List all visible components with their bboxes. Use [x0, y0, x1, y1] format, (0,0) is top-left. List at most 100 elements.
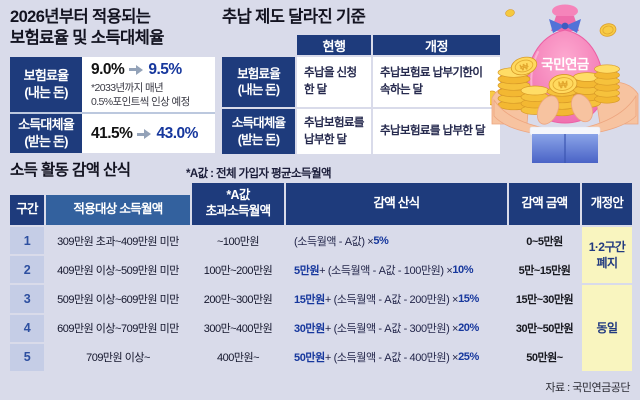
formula-body: + (소득월액 - A값 - 300만원) ×: [324, 323, 459, 336]
formula-rate: 5%: [373, 234, 389, 247]
replacement-rate-label: 소득대체율 (받는 돈): [10, 114, 82, 153]
formula-rate: 20%: [458, 322, 479, 335]
replacement-rate-after: 43.0%: [156, 125, 198, 142]
formula-rate: 10%: [452, 263, 474, 276]
premium-rate-note: *2033년까지 매년 0.5%포인트씩 인상 예정: [91, 82, 215, 109]
header-income: 적용대상 소득월액: [46, 195, 190, 225]
chunap-header-current: 현행: [297, 35, 371, 55]
header-revision: 개정안: [582, 183, 632, 225]
excess-amount: 100만~200만원: [203, 264, 273, 277]
reduction-panel-title: 소득 활동 감액 산식: [10, 162, 131, 179]
reduction-table-body: 1 309만원 초과~409만원 미만 ~100만원 (소득월액 - A값) ×…: [10, 227, 632, 371]
premium-rate-note-line1: *2033년까지 매년: [91, 81, 164, 94]
excess-amount: ~100만원: [216, 235, 260, 248]
income-range: 709만원 이상~: [86, 352, 150, 365]
excess-amount: 200만~300만원: [203, 293, 273, 306]
revision-note-bands-1-2: 1·2구간 폐지: [582, 227, 632, 284]
svg-text:₩: ₩: [519, 61, 530, 73]
ribbon-bow: [549, 19, 581, 33]
coin-icon: [599, 23, 617, 37]
sleeve: [529, 126, 601, 163]
premium-rate-change: 9.0% 9.5%: [91, 61, 215, 79]
premium-rate-label: 보험료율 (내는 돈): [10, 57, 82, 112]
header-excess-line2: 초과소득월액: [205, 204, 272, 218]
income-range: 509만원 이상~609만원 미만: [57, 293, 179, 306]
revision-note-bands-3-5: 동일: [582, 285, 632, 371]
chunap-row1-revised: 추납보험료 납부기한이 속하는 달: [373, 57, 500, 107]
excess-amount: 400만원~: [216, 352, 260, 365]
formula-lead: 5만원: [294, 264, 320, 277]
reduction-formula: (소득월액 - A값) × 5%: [286, 227, 507, 254]
chunap-corner-cell: [222, 35, 295, 55]
rates-panel-title: 2026년부터 적용되는 보험료율 및 소득대체율: [10, 7, 164, 49]
premium-rate-values: 9.0% 9.5% *2033년까지 매년 0.5%포인트씩 인상 예정: [82, 57, 215, 112]
won-coin-icon: ₩: [548, 74, 578, 94]
band-number: 1: [10, 227, 44, 255]
rates-row-premium: 보험료율 (내는 돈) 9.0% 9.5% *2033년까지 매년 0.5%포인…: [10, 57, 215, 112]
rates-table: 보험료율 (내는 돈) 9.0% 9.5% *2033년까지 매년 0.5%포인…: [10, 57, 215, 153]
reduction-table: 구간 적용대상 소득월액 *A값 초과소득월액 감액 산식 감액 금액 개정안 …: [10, 183, 632, 373]
a-value-note: *A값 : 전체 가입자 평균소득월액: [186, 168, 332, 180]
chunap-row1-current: 추납을 신청한 달: [297, 57, 371, 107]
formula-rate: 25%: [458, 351, 479, 364]
source-credit: 자료 : 국민연금공단: [545, 382, 630, 394]
rates-title-line1: 2026년부터 적용되는: [10, 8, 151, 26]
formula-lead: 50만원: [294, 352, 325, 365]
formula-body: + (소득월액 - A값 - 200만원) ×: [324, 293, 459, 306]
chunap-row1-label: 보험료율 (내는 돈): [222, 57, 295, 107]
replacement-rate-label-main: 소득대체율: [18, 117, 75, 133]
formula-lead: 30만원: [294, 323, 325, 336]
income-range: 609만원 이상~709만원 미만: [57, 323, 179, 336]
header-amount: 감액 금액: [509, 183, 580, 225]
formula-body: + (소득월액 - A값 - 400만원) ×: [324, 352, 459, 365]
reduction-amount: 30만~50만원: [515, 323, 574, 336]
chunap-row1-label-sub: (내는 돈): [237, 83, 280, 97]
income-range: 309만원 초과~409만원 미만: [57, 235, 179, 248]
premium-rate-before: 9.0%: [91, 60, 125, 78]
chunap-row2-label: 소득대체율 (받는 돈): [222, 109, 295, 154]
band-number: 2: [10, 256, 44, 284]
won-coin-icon: ₩: [510, 56, 538, 76]
band-number: 4: [10, 314, 44, 342]
premium-rate-label-sub: (내는 돈): [24, 84, 68, 100]
reduction-amount: 5만~15만원: [518, 264, 571, 277]
reduction-amount: 15만~30만원: [515, 293, 574, 306]
reduction-amount: 50만원~: [526, 352, 563, 365]
replacement-rate-label-sub: (받는 돈): [24, 133, 68, 149]
replacement-rate-change: 41.5% 43.0%: [91, 125, 215, 143]
rates-row-divider: [10, 112, 215, 114]
band-number: 5: [10, 343, 44, 371]
reduction-formula: 5만원 + (소득월액 - A값 - 100만원) × 10%: [286, 256, 507, 283]
header-band: 구간: [10, 195, 44, 225]
header-excess-line1: *A값: [226, 188, 250, 203]
arrow-right-icon: [137, 129, 152, 139]
svg-text:₩: ₩: [558, 79, 569, 91]
header-formula: 감액 산식: [286, 183, 507, 225]
chunap-row2-current: 추납보험료를 납부한 달: [297, 109, 371, 154]
reduction-amount: 0~5만원: [526, 235, 563, 248]
revision-note-line1: 1·2구간: [588, 240, 626, 254]
reduction-formula: 50만원 + (소득월액 - A값 - 400만원) × 25%: [286, 344, 507, 371]
chunap-row2-label-main: 소득대체율: [231, 116, 286, 131]
premium-rate-label-main: 보험료율: [23, 68, 69, 84]
revision-note-line1: 동일: [596, 321, 618, 336]
formula-body: + (소득월액 - A값 - 100만원) ×: [319, 264, 453, 277]
income-range: 409만원 이상~509만원 미만: [57, 264, 179, 277]
header-excess: *A값 초과소득월액: [192, 183, 284, 225]
chunap-row1-label-main: 보험료율: [237, 66, 281, 81]
premium-rate-after: 9.5%: [148, 60, 182, 78]
chunap-header-revised: 개정: [373, 35, 500, 55]
reduction-formula: 15만원 + (소득월액 - A값 - 200만원) × 15%: [286, 285, 507, 312]
rates-title-line2: 보험료율 및 소득대체율: [10, 28, 164, 47]
replacement-rate-values: 41.5% 43.0%: [82, 114, 215, 153]
bag-label: 국민연금: [541, 56, 590, 72]
coin-stack: [497, 64, 620, 117]
money-bag-illustration: 국민연금: [490, 4, 639, 163]
replacement-rate-before: 41.5%: [91, 125, 133, 142]
coin-icon: [505, 9, 515, 17]
chunap-row2-revised: 추납보험료를 납부한 달: [373, 109, 500, 154]
excess-amount: 300만~400만원: [203, 323, 273, 336]
chunap-panel-title: 추납 제도 달라진 기준: [222, 8, 366, 26]
premium-rate-note-line2: 0.5%포인트씩 인상 예정: [91, 95, 190, 108]
